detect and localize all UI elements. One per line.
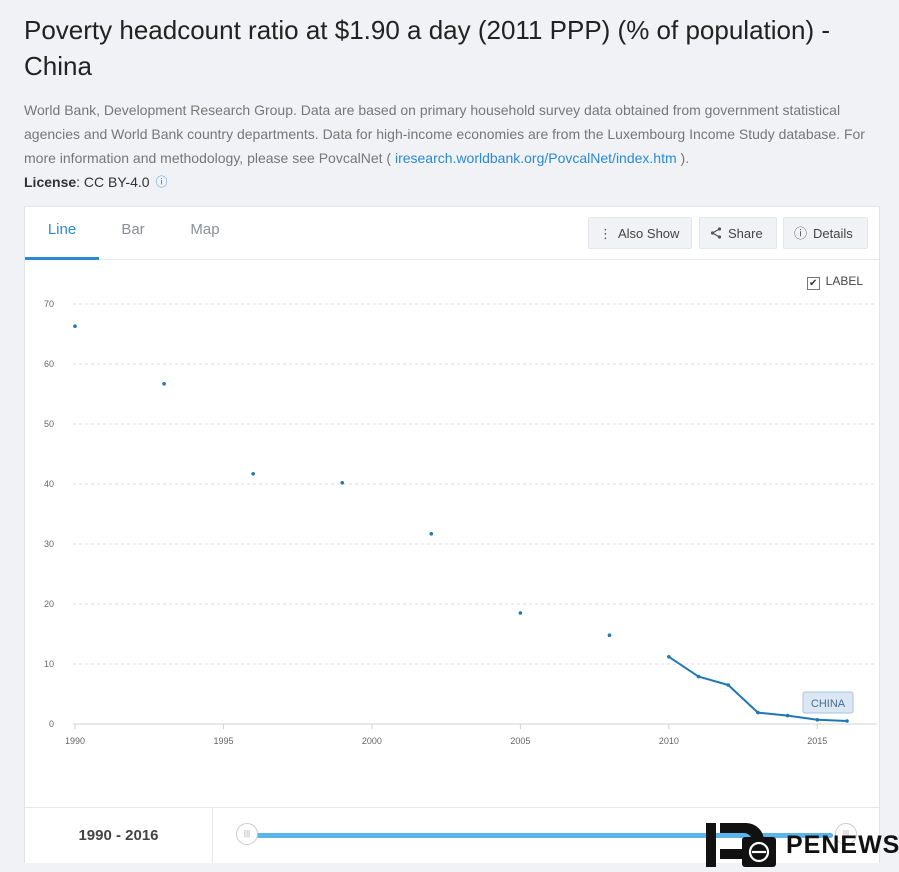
info-icon[interactable]: ⓘ bbox=[155, 175, 168, 189]
share-icon bbox=[710, 218, 722, 250]
x-tick-label: 2005 bbox=[510, 736, 530, 746]
penews-logo-icon bbox=[706, 823, 776, 867]
data-point bbox=[667, 655, 671, 659]
data-point bbox=[607, 633, 612, 637]
description-end: ). bbox=[680, 150, 690, 166]
label-toggle[interactable]: ✔ LABEL bbox=[806, 273, 863, 290]
details-label: Details bbox=[813, 226, 853, 241]
series-label: CHINA bbox=[811, 698, 846, 710]
data-point bbox=[815, 718, 820, 722]
range-footer: 1990 - 2016 ||| ||| bbox=[25, 807, 879, 863]
series-line-segment bbox=[757, 711, 788, 717]
data-point bbox=[845, 719, 849, 723]
series-line-segment bbox=[727, 684, 759, 714]
y-tick-label: 60 bbox=[44, 359, 54, 369]
data-point bbox=[251, 472, 255, 476]
data-point bbox=[162, 382, 166, 386]
data-point bbox=[726, 683, 731, 687]
data-point bbox=[340, 481, 345, 485]
y-tick-label: 40 bbox=[44, 479, 54, 489]
license: License: CC BY-4.0 ⓘ bbox=[24, 170, 168, 194]
description-text: World Bank, Development Research Group. … bbox=[24, 102, 865, 166]
range-label: 1990 - 2016 bbox=[25, 808, 213, 863]
tab-map[interactable]: Map bbox=[190, 221, 220, 238]
line-chart: 0 10 20 30 40 50 60 70 1990 1995 2000 2005 2010 2015 C… bbox=[44, 299, 877, 746]
x-tick-label: 1995 bbox=[213, 736, 233, 746]
details-button[interactable]: ⓘ Details bbox=[783, 217, 868, 249]
data-point bbox=[429, 532, 434, 536]
range-end-handle[interactable]: ||| bbox=[835, 823, 857, 845]
license-value: : CC BY-4.0 bbox=[76, 174, 150, 190]
y-tick-label: 0 bbox=[49, 719, 54, 729]
info-circle-icon: ⓘ bbox=[794, 226, 808, 241]
x-tick-label: 1990 bbox=[65, 736, 85, 746]
series-label-box bbox=[802, 691, 854, 714]
watermark: PENEWS bbox=[706, 823, 899, 867]
label-toggle-text: LABEL bbox=[825, 274, 863, 288]
x-tick-label: 2015 bbox=[807, 736, 827, 746]
label-checkbox[interactable]: ✔ bbox=[806, 277, 820, 290]
range-start-handle[interactable]: ||| bbox=[236, 823, 258, 845]
data-point bbox=[785, 713, 790, 718]
share-button[interactable]: Share bbox=[699, 217, 777, 249]
tab-bar[interactable]: Bar bbox=[121, 221, 145, 238]
series-line-segment bbox=[698, 675, 729, 686]
more-vertical-icon: ⋮ bbox=[599, 226, 612, 241]
range-slider-track[interactable] bbox=[249, 833, 833, 838]
data-point bbox=[73, 324, 77, 328]
y-tick-label: 50 bbox=[44, 419, 54, 429]
chart-tabs: Line Bar Map ⋮ Also Show Share ⓘ Details bbox=[25, 207, 879, 260]
y-tick-label: 10 bbox=[44, 659, 54, 669]
povcalnet-link[interactable]: iresearch.worldbank.org/PovcalNet/index.… bbox=[394, 150, 677, 166]
chart-card: Line Bar Map ⋮ Also Show Share ⓘ Details ✔… bbox=[24, 206, 880, 863]
data-point bbox=[696, 674, 701, 679]
x-tick-label: 2010 bbox=[659, 736, 679, 746]
license-label: License bbox=[24, 174, 77, 190]
series-line-segment bbox=[787, 714, 818, 721]
tab-line[interactable]: Line bbox=[25, 207, 99, 260]
also-show-label: Also Show bbox=[618, 226, 680, 241]
data-point bbox=[756, 710, 760, 715]
share-label: Share bbox=[728, 226, 763, 241]
y-tick-label: 70 bbox=[44, 299, 54, 309]
y-tick-label: 20 bbox=[44, 599, 54, 609]
x-tick-label: 2000 bbox=[362, 736, 382, 746]
description: World Bank, Development Research Group. … bbox=[24, 98, 874, 170]
also-show-button[interactable]: ⋮ Also Show bbox=[588, 217, 692, 249]
watermark-text: PENEWS bbox=[786, 830, 899, 859]
data-point bbox=[518, 611, 523, 615]
page-title: Poverty headcount ratio at $1.90 a day (… bbox=[24, 15, 830, 81]
y-tick-label: 30 bbox=[44, 539, 54, 549]
series-line-segment bbox=[668, 655, 700, 678]
series-line-segment bbox=[817, 718, 848, 722]
